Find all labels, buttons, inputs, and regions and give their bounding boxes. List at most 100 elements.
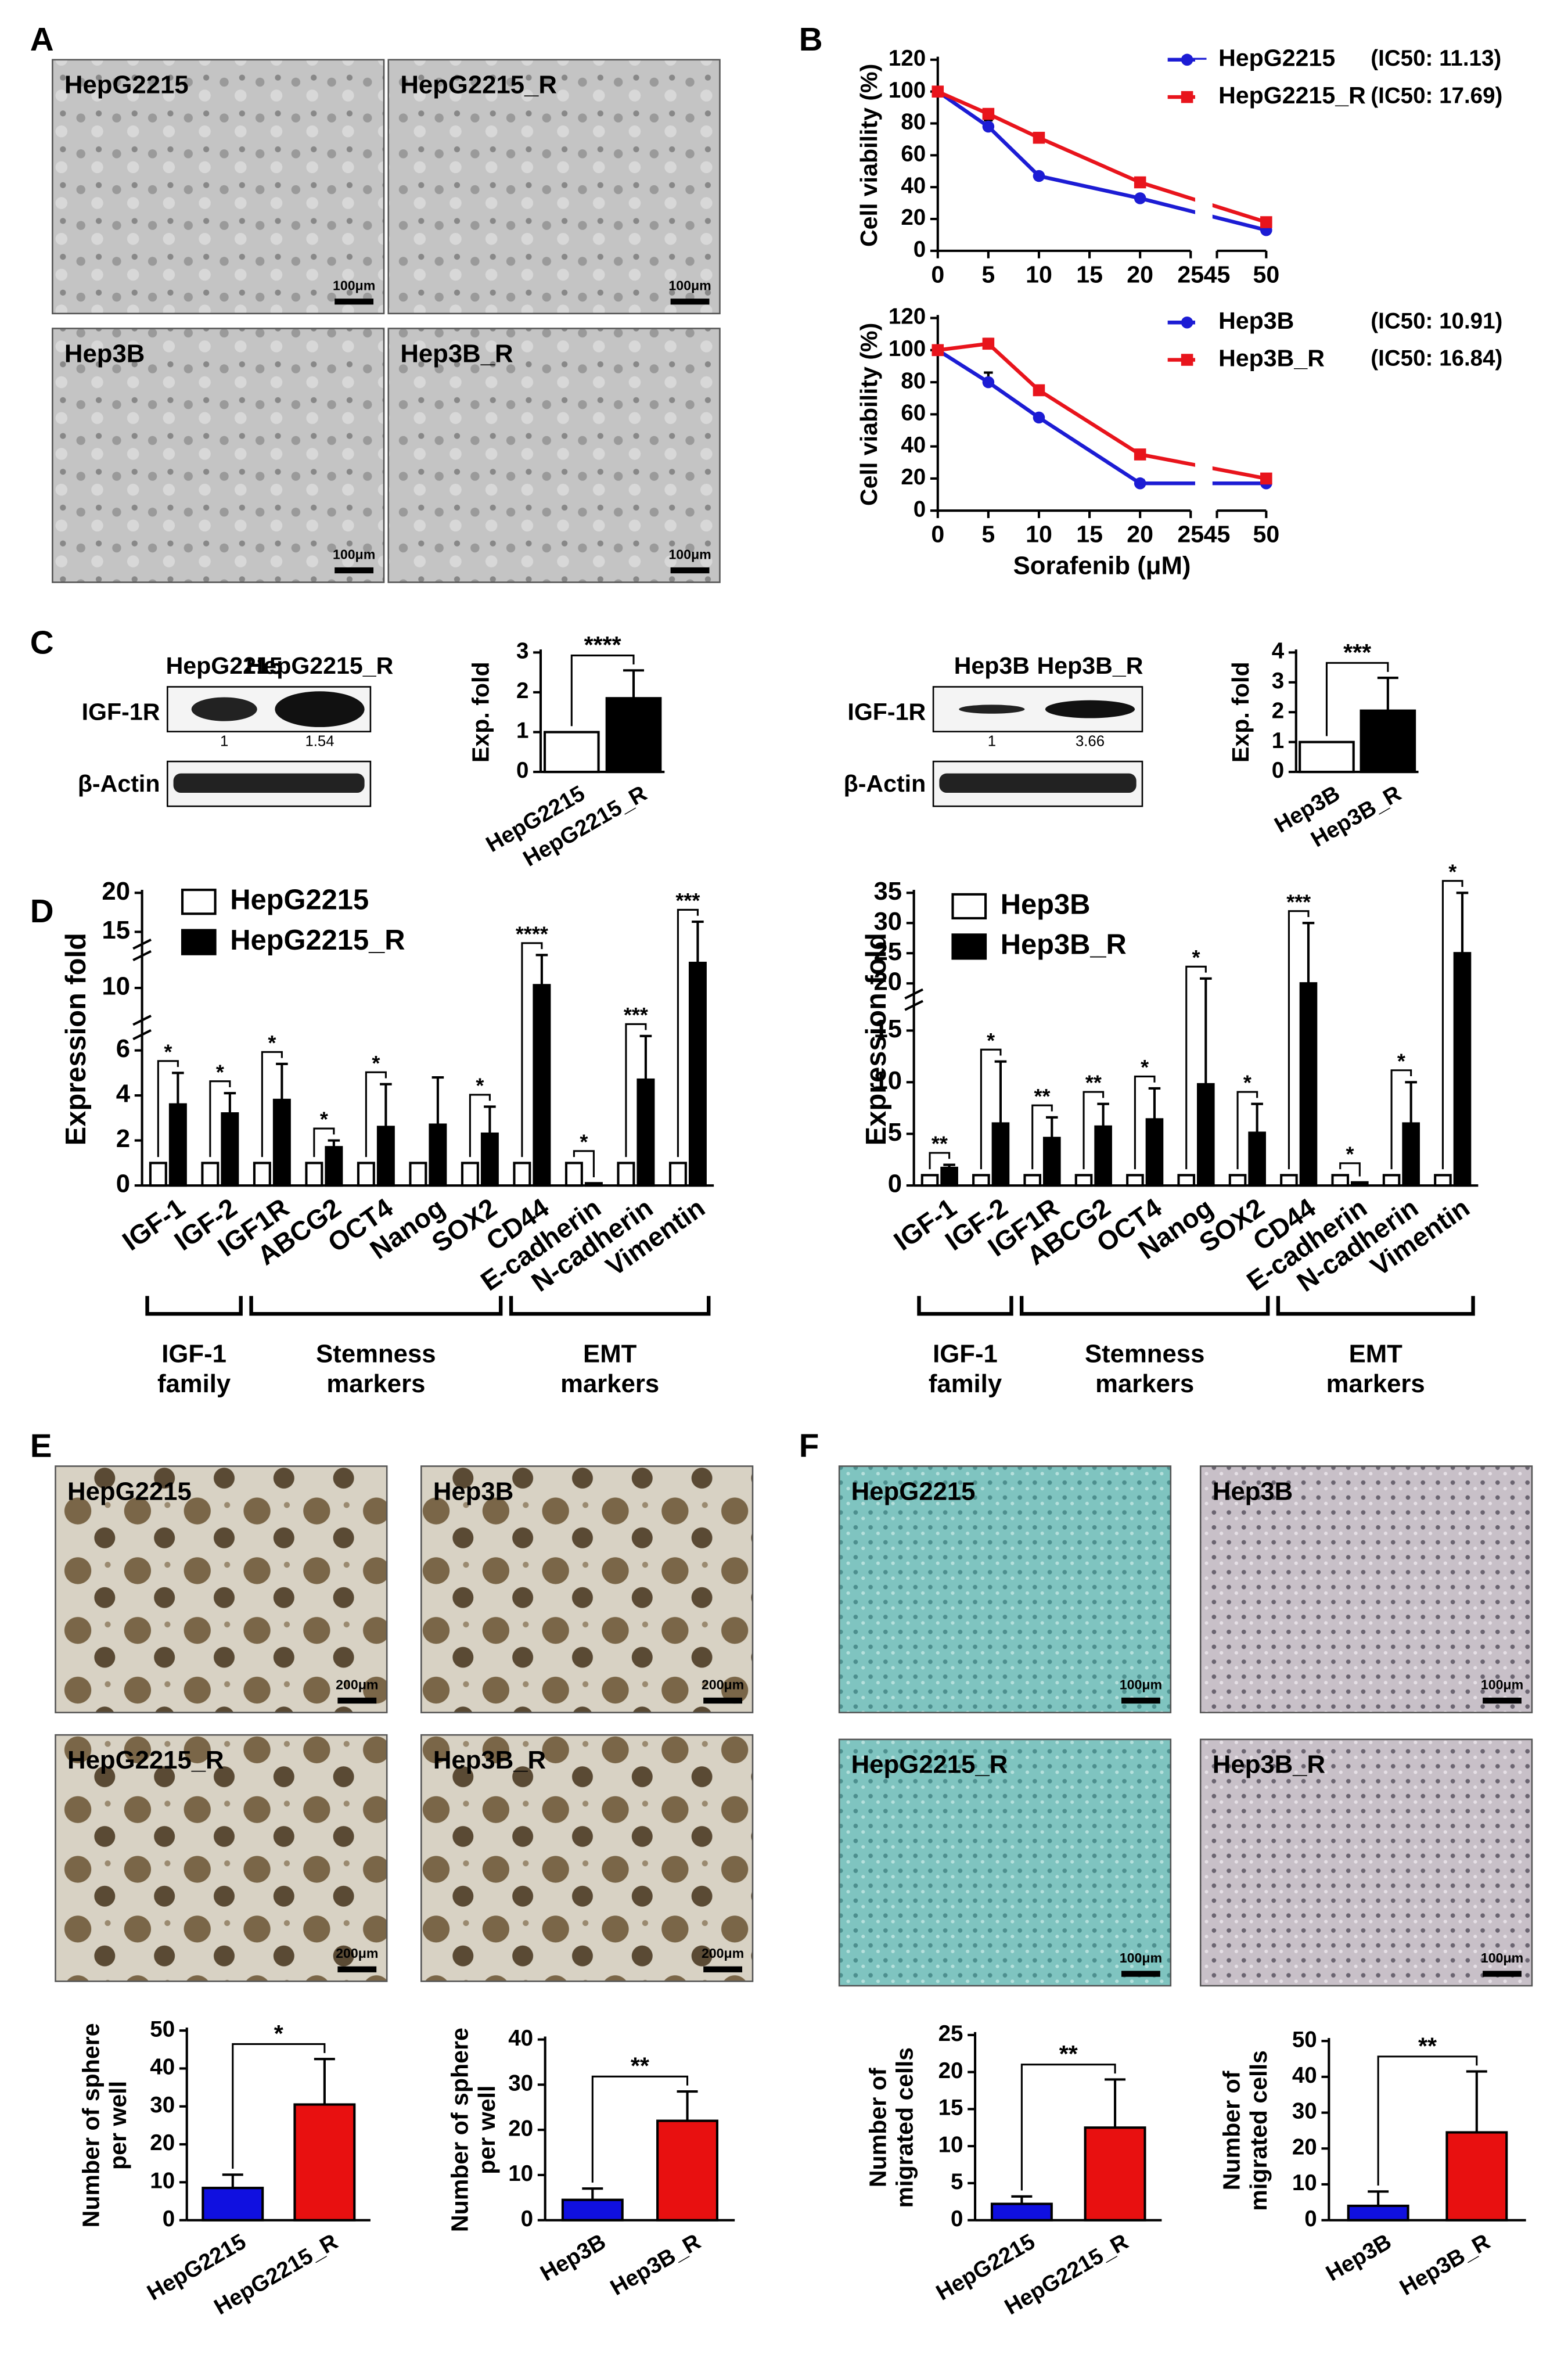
significance-label: *	[268, 1031, 276, 1055]
legend-annotation: (IC50: 17.69)	[1371, 83, 1502, 108]
bar	[293, 2103, 356, 2222]
legend-marker	[1181, 316, 1193, 329]
image-label: Hep3B_R	[1213, 1751, 1325, 1779]
image-label: HepG2215_R	[67, 1746, 224, 1774]
bar	[1177, 1174, 1196, 1187]
significance-label: *	[1141, 1055, 1149, 1079]
y-tick-label: 10	[508, 2161, 533, 2186]
significance-label: *	[372, 1051, 380, 1075]
scale-bar	[337, 1966, 377, 1972]
bar	[1094, 1125, 1112, 1187]
significance-bracket	[1134, 1075, 1156, 1170]
marker	[1033, 411, 1045, 424]
bar	[991, 1122, 1010, 1187]
significance-bracket	[1083, 1091, 1105, 1170]
legend-label: HepG2215	[230, 885, 369, 916]
group-bracket	[249, 1296, 503, 1316]
y-tick-label: 5	[888, 1118, 902, 1146]
scale-label: 200μm	[336, 1946, 378, 1961]
significance-bracket	[1339, 1162, 1361, 1177]
significance-label: *	[1346, 1142, 1354, 1166]
significance-label: *	[476, 1074, 484, 1098]
y-axis-label: Expression fold	[60, 933, 92, 1145]
marker	[982, 107, 995, 120]
y-tick-label: 0	[163, 2206, 175, 2231]
x-tick-label: Hep3B	[536, 2229, 610, 2286]
legend-annotation: (IC50: 10.91)	[1371, 308, 1502, 333]
significance-bracket	[591, 2075, 689, 2183]
legend-annotation: (IC50: 11.13)	[1371, 46, 1501, 71]
legend-swatch	[951, 893, 987, 920]
significance-label: **	[1085, 1071, 1102, 1095]
legend-marker	[1181, 53, 1193, 66]
x-tick-label: 5	[981, 261, 995, 287]
band	[173, 773, 365, 793]
band	[959, 705, 1025, 714]
y-tick-label: 25	[873, 937, 902, 966]
y-tick-label: 20	[901, 465, 926, 490]
bar	[617, 1162, 635, 1187]
y-tick-label: 2	[116, 1124, 130, 1153]
y-tick-label: 0	[914, 237, 926, 262]
panel-letter: A	[30, 21, 54, 57]
y-tick-label: 0	[116, 1170, 130, 1198]
lane-label: HepG2215	[166, 652, 283, 679]
legend-marker	[1181, 91, 1193, 103]
y-tick-label: 40	[901, 173, 926, 198]
significance-bracket	[929, 1152, 951, 1170]
bar	[325, 1146, 343, 1187]
legend-label: Hep3B	[1001, 889, 1091, 920]
break-mark	[904, 1000, 923, 1011]
bar	[513, 1162, 531, 1187]
bar	[1280, 1174, 1298, 1187]
y-axis-label: Number of	[1218, 2071, 1245, 2190]
scale-bar	[703, 1697, 743, 1704]
y-axis-label: Exp. fold	[1227, 662, 1254, 763]
scale-bar	[335, 299, 374, 305]
bar	[480, 1132, 499, 1187]
scale-bar	[1121, 1697, 1160, 1704]
bar	[668, 1162, 687, 1187]
marker	[1134, 448, 1146, 461]
significance-label: *	[1243, 1071, 1251, 1095]
break-mark	[904, 988, 923, 1000]
x-tick-label: Hep3B_R	[606, 2229, 705, 2301]
significance-label: ***	[1343, 639, 1371, 666]
y-tick-label: 80	[901, 368, 926, 393]
break-mark	[132, 950, 152, 962]
y-tick-label: 30	[873, 907, 902, 936]
significance-label: ***	[1286, 890, 1311, 914]
significance-label: **	[631, 2053, 649, 2079]
y-tick-label: 80	[901, 110, 926, 135]
significance-label: *	[1192, 946, 1200, 969]
significance-label: *	[1397, 1049, 1405, 1073]
line	[937, 348, 1267, 486]
y-tick-label: 15	[873, 1015, 902, 1043]
group-label: family	[929, 1370, 1002, 1398]
micrograph	[52, 328, 385, 583]
legend-label: Hep3B_R	[1218, 344, 1325, 371]
significance-bracket	[1390, 1069, 1412, 1170]
micrograph	[387, 59, 721, 315]
legend-swatch	[181, 929, 217, 955]
group-label: EMT	[583, 1340, 637, 1368]
bar	[376, 1126, 395, 1187]
significance-label: *	[320, 1108, 328, 1131]
y-tick-label: 30	[1292, 2099, 1317, 2124]
group-bracket	[1276, 1296, 1475, 1316]
bar	[1445, 2131, 1508, 2222]
group-label: markers	[1095, 1370, 1194, 1398]
bar	[1434, 1174, 1452, 1187]
micrograph	[52, 59, 385, 315]
bar	[221, 1112, 239, 1187]
y-axis-label: Cell viability (%)	[855, 64, 882, 247]
micrograph	[387, 328, 721, 583]
bar	[357, 1162, 375, 1187]
micrograph	[420, 1465, 754, 1713]
row-label: β-Actin	[844, 770, 926, 797]
bar	[561, 2198, 624, 2222]
significance-label: *	[274, 2020, 283, 2047]
marker	[1033, 384, 1045, 397]
bar	[543, 731, 600, 774]
scale-label: 100μm	[1481, 1950, 1523, 1965]
